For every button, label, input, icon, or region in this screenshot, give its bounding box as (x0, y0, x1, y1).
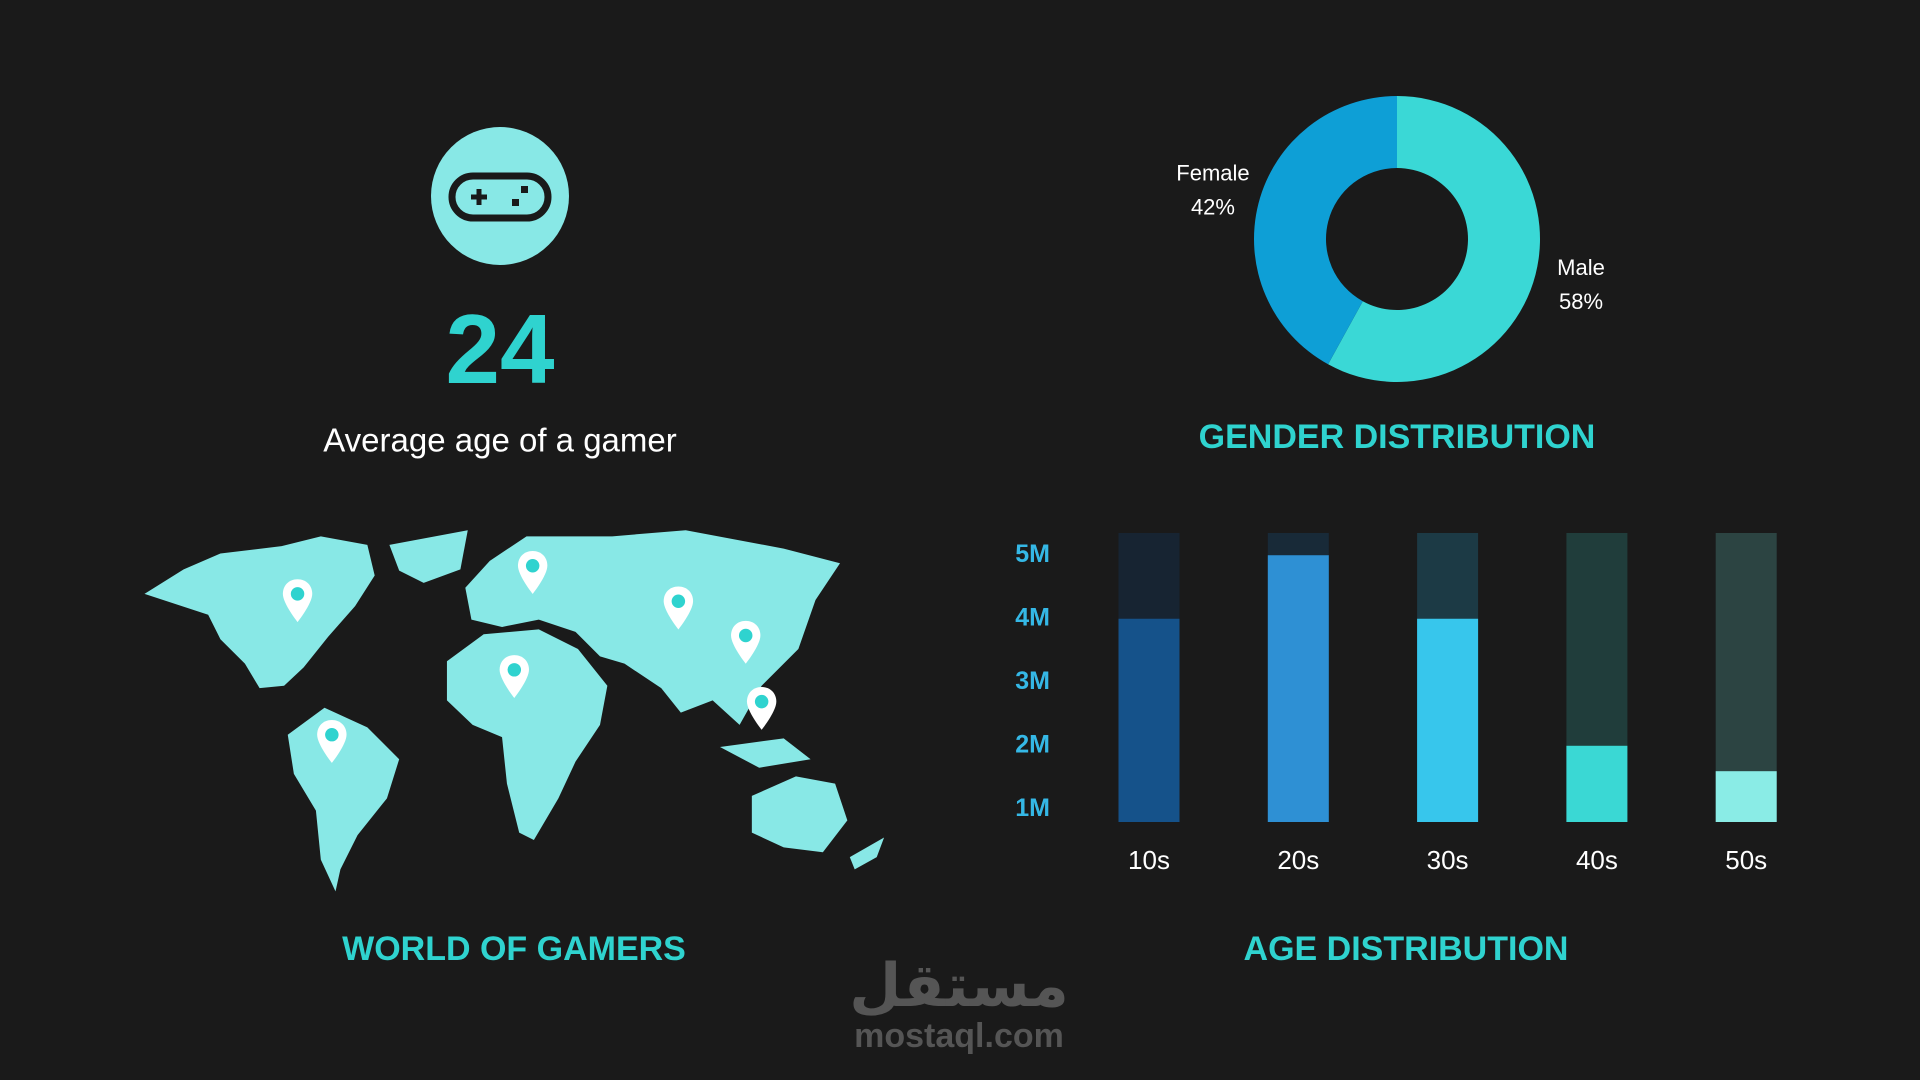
gamepad-icon (431, 127, 569, 265)
pie-slice (1254, 96, 1397, 365)
x-tick-label: 10s (1128, 845, 1170, 875)
slice-value-label: 42% (1191, 195, 1235, 220)
slice-label: Female (1176, 161, 1249, 186)
watermark-arabic: مستقل (849, 952, 1068, 1019)
map-title: WORLD OF GAMERS (342, 930, 686, 968)
y-tick-label: 2M (1015, 730, 1050, 758)
world-map (144, 530, 885, 892)
y-tick-label: 1M (1015, 794, 1050, 822)
x-tick-label: 20s (1277, 845, 1319, 875)
bar (1417, 618, 1479, 822)
stat-caption: Average age of a gamer (323, 422, 676, 459)
pie-title: GENDER DISTRIBUTION (1199, 418, 1596, 456)
stat-value: 24 (445, 294, 554, 404)
y-tick-label: 5M (1015, 540, 1050, 568)
x-tick-label: 30s (1427, 845, 1469, 875)
pie-slice (1328, 96, 1541, 382)
watermark-site: mostaql.com (854, 1017, 1064, 1055)
x-tick-label: 50s (1725, 845, 1767, 875)
slice-label: Male (1557, 255, 1605, 280)
x-tick-label: 40s (1576, 845, 1618, 875)
y-tick-label: 4M (1015, 603, 1050, 631)
slice-value-label: 58% (1559, 289, 1603, 314)
y-tick-label: 3M (1015, 667, 1050, 695)
bar-title: AGE DISTRIBUTION (1244, 930, 1569, 968)
bar (1715, 771, 1777, 822)
bar (1267, 555, 1329, 822)
bar (1566, 745, 1628, 822)
bar (1118, 618, 1180, 822)
